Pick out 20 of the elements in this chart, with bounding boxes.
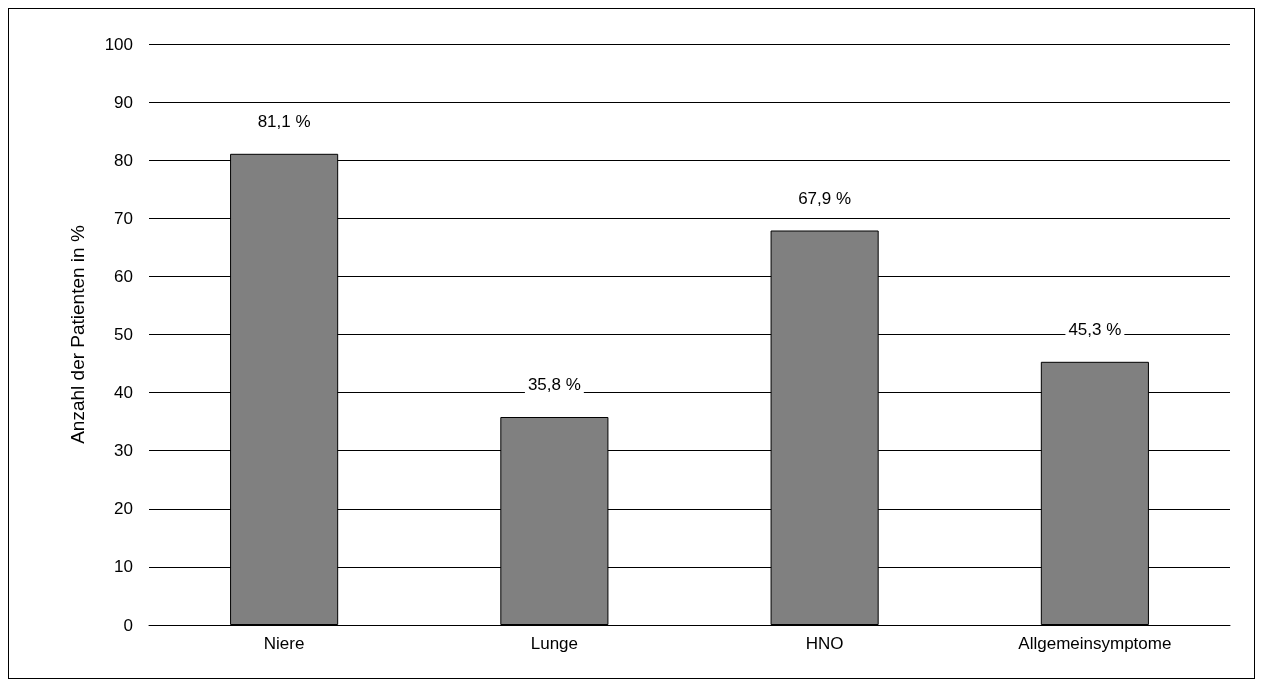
y-tick-label: 50 (114, 325, 133, 344)
y-tick-label: 30 (114, 441, 133, 461)
x-tick-label: HNO (805, 634, 844, 653)
x-tick-label: Allgemeinsymptome (1018, 634, 1172, 653)
x-tick-label: Lunge (530, 634, 579, 653)
data-label: 45,3 % (1068, 319, 1122, 339)
y-tick-label: 10 (114, 557, 133, 577)
y-tick-label: 0 (123, 615, 133, 635)
y-tick-label: 40 (114, 383, 133, 403)
data-label: 81,1 % (257, 111, 311, 131)
data-label: 35,8 % (527, 375, 581, 394)
y-tick-label: 60 (114, 266, 133, 286)
y-axis-title: Anzahl der Patienten in % (67, 225, 88, 444)
x-tick-label: Niere (263, 634, 305, 653)
y-tick-label: 70 (114, 208, 133, 228)
y-tick-label: 20 (114, 499, 133, 519)
data-label: 67,9 % (798, 188, 852, 208)
y-tick-label: 80 (114, 150, 133, 170)
y-tick-label: 100 (104, 34, 133, 54)
y-tick-label: 90 (114, 92, 133, 112)
